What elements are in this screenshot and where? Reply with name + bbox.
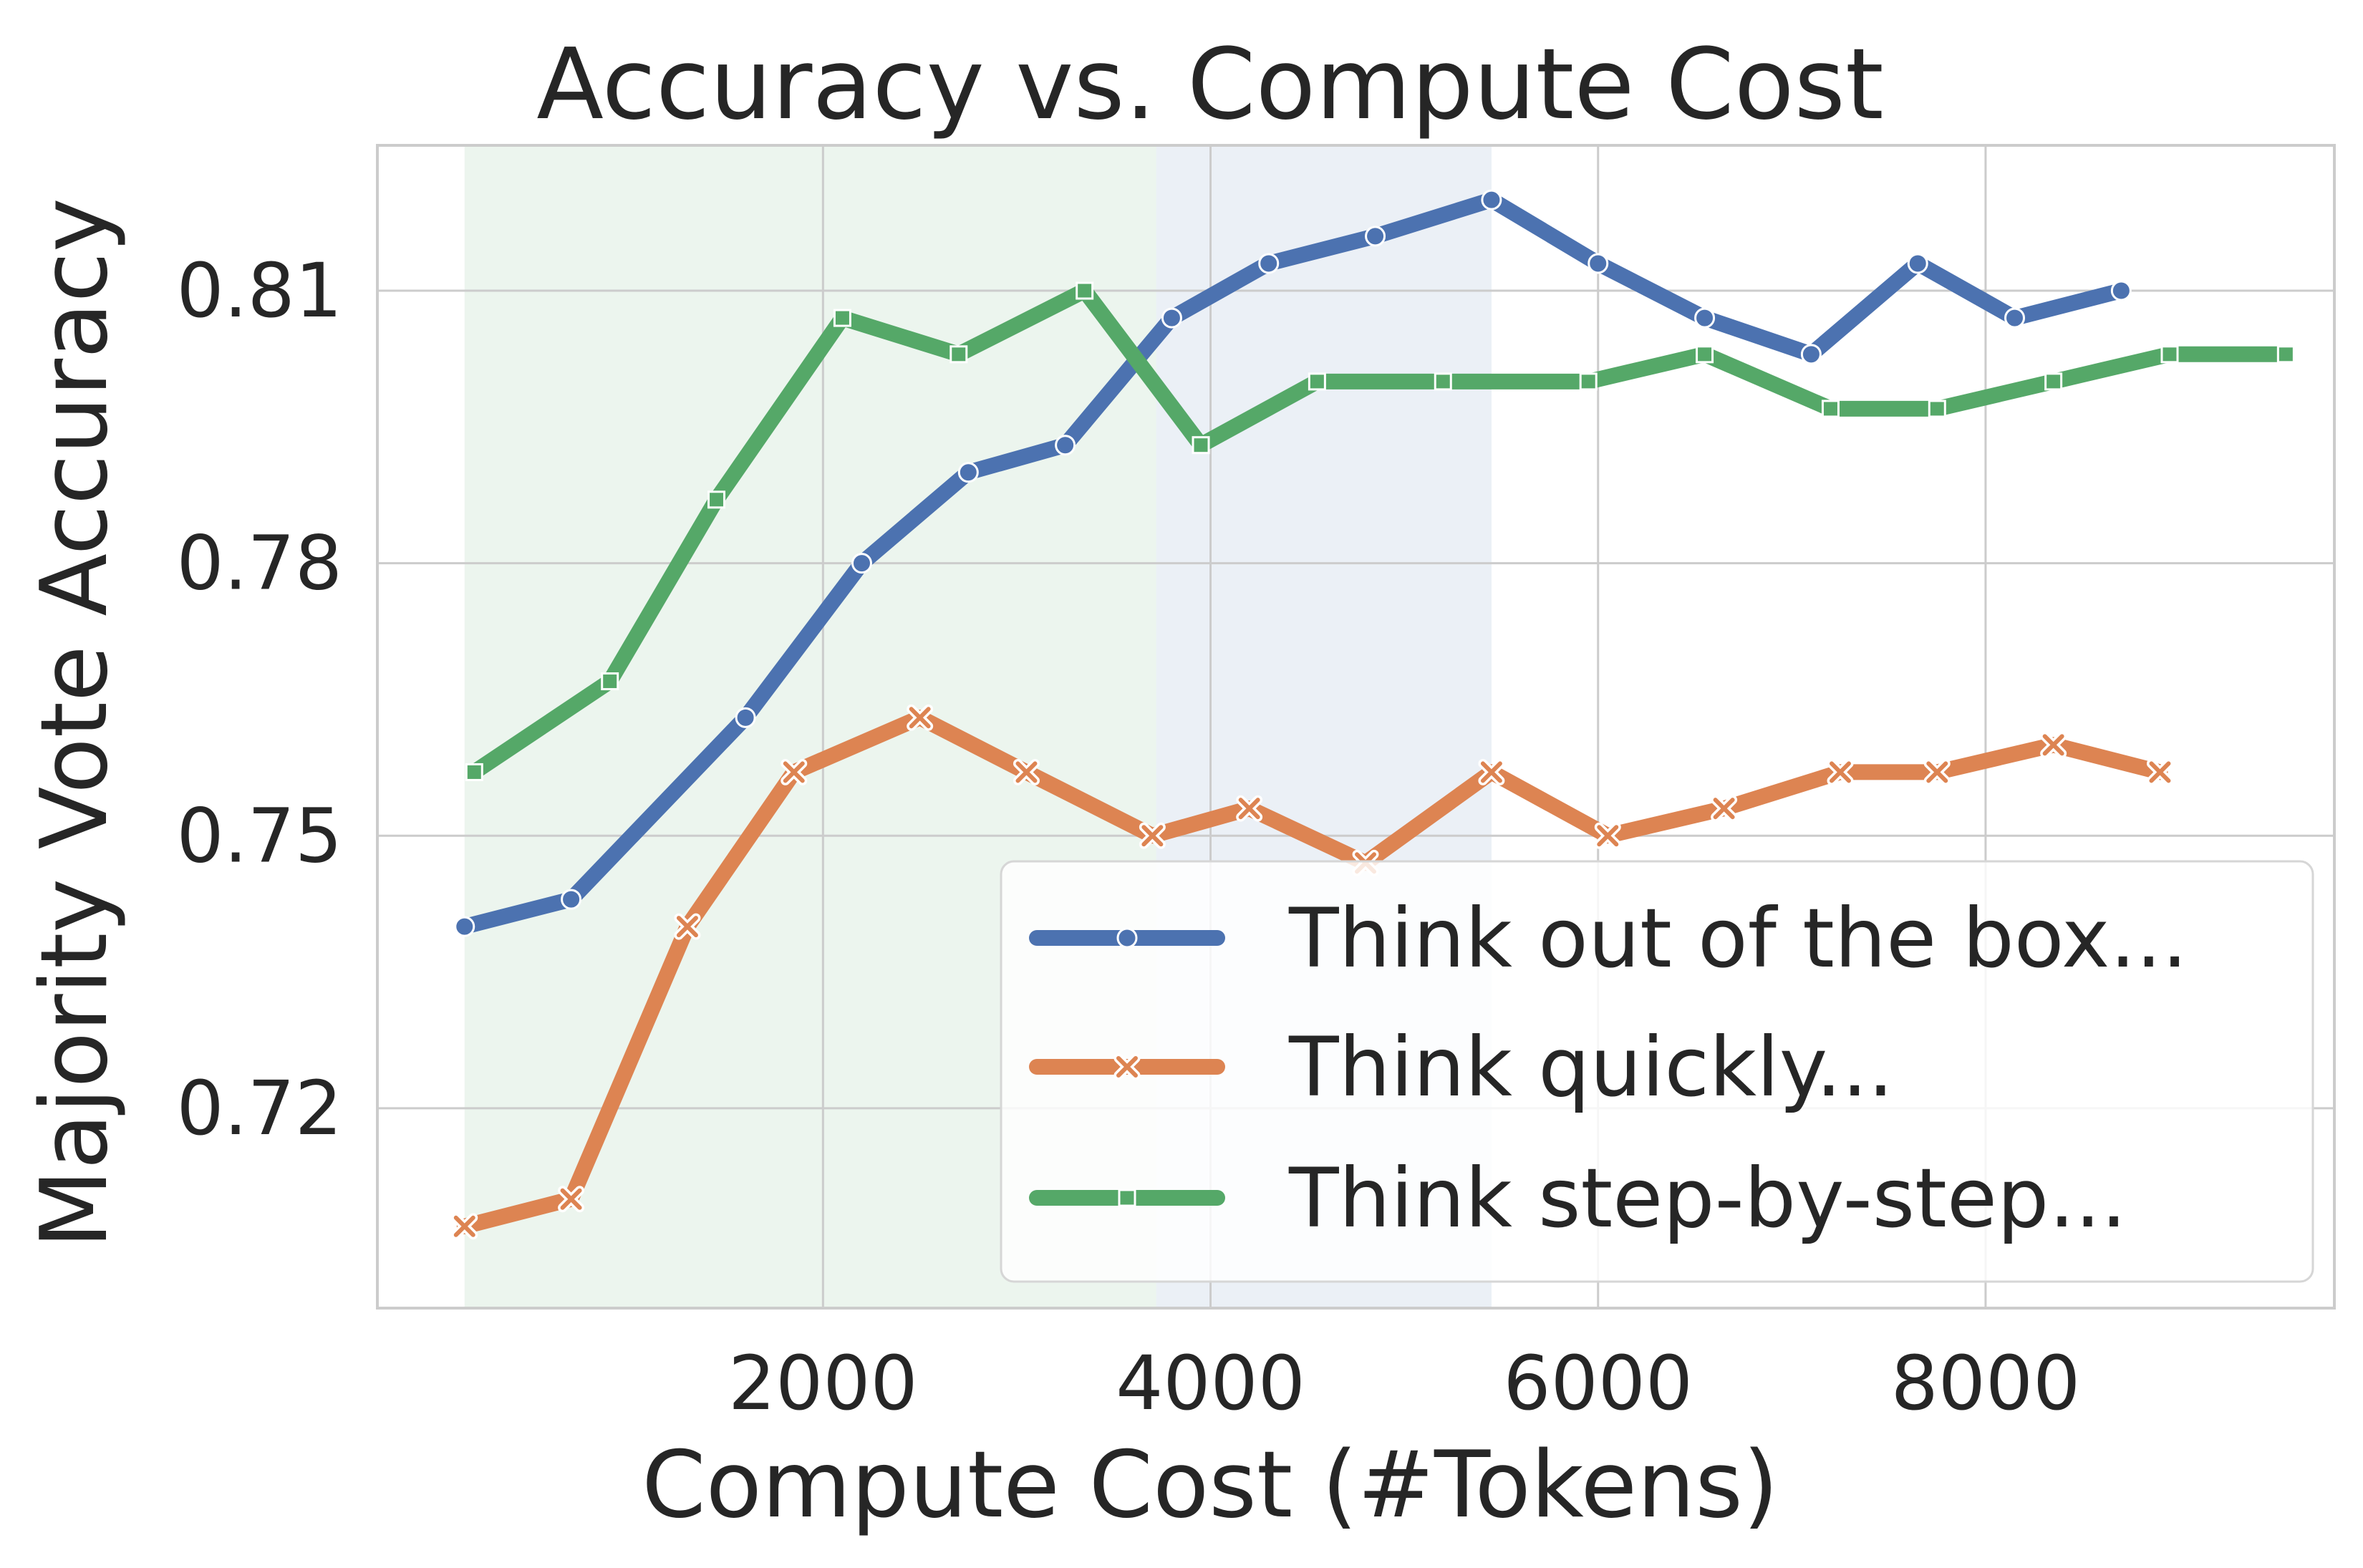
data-point	[1192, 436, 1210, 455]
y-axis-label: Majority Vote Accuracy	[21, 198, 128, 1249]
plot-frame	[376, 144, 2336, 1310]
legend-label: Think quickly...	[1288, 1020, 1894, 1115]
data-point	[1258, 253, 1280, 274]
data-point	[454, 916, 475, 937]
data-point	[1594, 822, 1621, 849]
data-point	[451, 1213, 478, 1240]
data-point	[1907, 253, 1928, 274]
chart-title: Accuracy vs. Compute Cost	[536, 28, 1883, 142]
data-point	[465, 763, 483, 781]
legend-item: Think quickly...	[1029, 1020, 1894, 1115]
x-tick-label: 2000	[728, 1340, 918, 1427]
data-point	[1696, 345, 1714, 364]
series-line	[456, 192, 2130, 935]
data-point	[907, 704, 934, 731]
data-point	[1076, 281, 1094, 300]
data-point	[957, 462, 979, 483]
data-point	[1928, 400, 1946, 418]
data-point	[1800, 344, 1822, 365]
data-point	[558, 1186, 585, 1213]
data-point	[781, 758, 808, 785]
data-point	[561, 889, 582, 910]
data-point	[1923, 758, 1951, 785]
x-axis-ticks: 2000 4000 6000 8000	[728, 1340, 2080, 1427]
y-tick-label: 0.75	[176, 792, 342, 879]
data-point	[674, 913, 701, 940]
data-point	[1588, 253, 1609, 274]
data-point	[1434, 372, 1452, 391]
data-point	[1711, 795, 1738, 822]
series-line	[466, 283, 2294, 780]
data-point	[601, 672, 619, 691]
series-layer	[451, 189, 2295, 1240]
data-point	[1478, 758, 1505, 785]
x-tick-label: 4000	[1116, 1340, 1305, 1427]
y-tick-label: 0.81	[176, 247, 342, 334]
data-point	[1827, 758, 1854, 785]
data-point	[735, 707, 756, 728]
y-tick-label: 0.78	[176, 520, 342, 607]
data-point	[2146, 758, 2173, 785]
data-point	[707, 490, 726, 509]
series-3	[465, 281, 2295, 781]
data-point	[1821, 400, 1840, 418]
legend-marker	[1116, 927, 1138, 949]
data-point	[949, 345, 968, 364]
data-point	[2276, 345, 2295, 364]
legend-marker	[1118, 1189, 1136, 1207]
x-tick-label: 6000	[1503, 1340, 1693, 1427]
data-point	[2110, 280, 2132, 301]
series-1	[454, 189, 2132, 937]
data-point	[1481, 189, 1502, 210]
data-point	[1161, 307, 1182, 329]
y-tick-label: 0.72	[176, 1065, 342, 1152]
x-axis-label: Compute Cost (#Tokens)	[642, 1432, 1779, 1539]
data-point	[2044, 372, 2063, 391]
legend-item: Think step-by-step...	[1029, 1151, 2127, 1246]
data-point	[2040, 731, 2067, 758]
legend-label: Think step-by-step...	[1288, 1151, 2127, 1246]
data-point	[1055, 435, 1076, 456]
data-point	[2004, 307, 2026, 329]
legend-item: Think out of the box...	[1029, 891, 2188, 986]
data-point	[1694, 307, 1716, 329]
data-point	[1139, 822, 1166, 849]
data-point	[1365, 226, 1386, 247]
data-point	[2160, 345, 2179, 364]
data-point	[1579, 372, 1598, 391]
legend: Think out of the box... Think quickly... T…	[1000, 860, 2314, 1283]
legend-box	[1000, 860, 2314, 1283]
series-line	[456, 710, 2168, 1234]
legend-marker	[1113, 1053, 1141, 1080]
data-point	[1236, 795, 1263, 822]
data-point	[1308, 372, 1326, 391]
data-point	[851, 553, 872, 574]
data-point	[1013, 758, 1040, 785]
legend-label: Think out of the box...	[1288, 891, 2188, 986]
y-axis-ticks: 0.72 0.75 0.78 0.81	[176, 247, 342, 1152]
data-point	[833, 309, 851, 327]
x-tick-label: 8000	[1891, 1340, 2081, 1427]
